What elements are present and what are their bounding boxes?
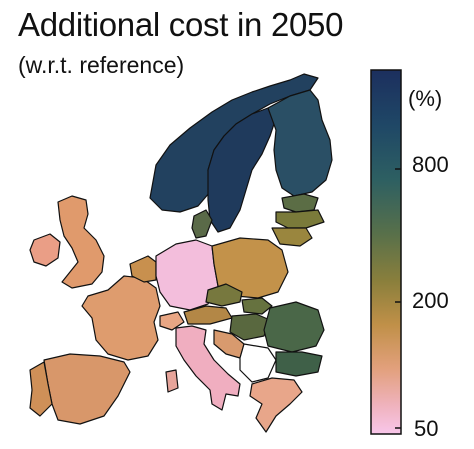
region-hungary [229, 313, 271, 341]
region-switzerland [159, 311, 185, 331]
region-benelux [129, 255, 157, 283]
colorbar-tick-label-200: 200 [412, 288, 449, 313]
region-sweden [207, 107, 277, 233]
region-denmark [191, 209, 213, 239]
region-spain [43, 353, 131, 425]
region-lithuania [271, 227, 313, 247]
region-estonia [281, 193, 319, 213]
region-italy [175, 325, 241, 411]
region-latvia [275, 209, 325, 229]
region-bulgaria [275, 351, 323, 377]
region-czechia [205, 283, 243, 307]
region-greece [249, 377, 303, 433]
region-ireland [29, 233, 61, 267]
region-slovakia [241, 297, 273, 315]
map-subtitle: (w.r.t. reference) [18, 52, 185, 78]
region-portugal [29, 361, 53, 417]
region-finland [267, 89, 333, 197]
colorbar-unit-label: (%) [408, 86, 443, 111]
region-uk [57, 195, 105, 289]
colorbar-tick-label-800: 800 [412, 152, 449, 177]
region-poland [211, 237, 289, 299]
region-serbia-bosnia [239, 343, 277, 383]
map-title: Additional cost in 2050 [18, 6, 344, 43]
region-romania [263, 301, 325, 353]
region-sardinia [165, 369, 179, 393]
colorbar [370, 69, 402, 435]
region-france [81, 275, 161, 361]
colorbar-tick-label-50: 50 [414, 416, 439, 441]
